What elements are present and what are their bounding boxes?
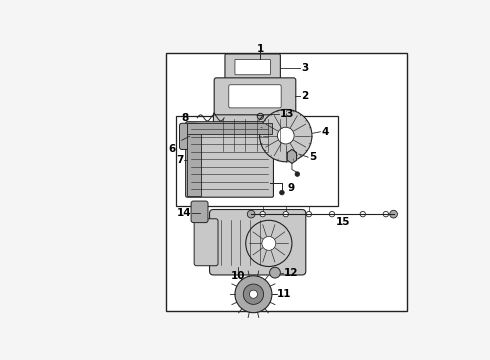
Text: 14: 14	[176, 208, 191, 217]
Circle shape	[360, 211, 366, 217]
Bar	[187, 123, 201, 195]
Text: 5: 5	[309, 152, 316, 162]
Circle shape	[383, 211, 389, 217]
Text: 10: 10	[231, 271, 245, 281]
Text: 4: 4	[321, 127, 329, 137]
FancyBboxPatch shape	[194, 219, 218, 266]
Circle shape	[280, 190, 284, 195]
Text: 9: 9	[287, 183, 294, 193]
FancyBboxPatch shape	[229, 85, 281, 108]
Circle shape	[247, 210, 255, 218]
Circle shape	[257, 113, 264, 120]
Circle shape	[262, 237, 276, 250]
FancyBboxPatch shape	[186, 122, 273, 197]
Text: 11: 11	[276, 289, 291, 299]
Circle shape	[260, 109, 312, 162]
Text: 7: 7	[176, 155, 184, 165]
Text: 12: 12	[284, 268, 299, 278]
FancyBboxPatch shape	[210, 210, 306, 275]
Text: 3: 3	[301, 63, 308, 73]
Circle shape	[390, 210, 397, 218]
FancyBboxPatch shape	[214, 112, 289, 158]
Circle shape	[306, 211, 312, 217]
Text: 6: 6	[168, 144, 175, 154]
Circle shape	[245, 220, 292, 266]
FancyBboxPatch shape	[235, 59, 270, 75]
Circle shape	[295, 172, 300, 176]
Circle shape	[235, 276, 272, 313]
FancyBboxPatch shape	[179, 123, 198, 149]
Circle shape	[329, 211, 335, 217]
Polygon shape	[287, 149, 296, 163]
Text: 8: 8	[182, 113, 189, 123]
Circle shape	[283, 211, 289, 217]
Bar	[167, 53, 408, 311]
FancyBboxPatch shape	[191, 201, 208, 222]
Bar	[187, 123, 272, 134]
Text: 15: 15	[336, 217, 350, 227]
Circle shape	[249, 290, 258, 298]
Circle shape	[277, 127, 294, 144]
Text: 2: 2	[301, 91, 308, 101]
Circle shape	[243, 284, 264, 305]
Text: 13: 13	[280, 109, 294, 119]
Text: 1: 1	[257, 44, 264, 54]
FancyBboxPatch shape	[214, 78, 296, 115]
Bar	[176, 116, 338, 206]
Circle shape	[270, 267, 280, 278]
FancyBboxPatch shape	[225, 54, 280, 80]
Circle shape	[260, 211, 266, 217]
